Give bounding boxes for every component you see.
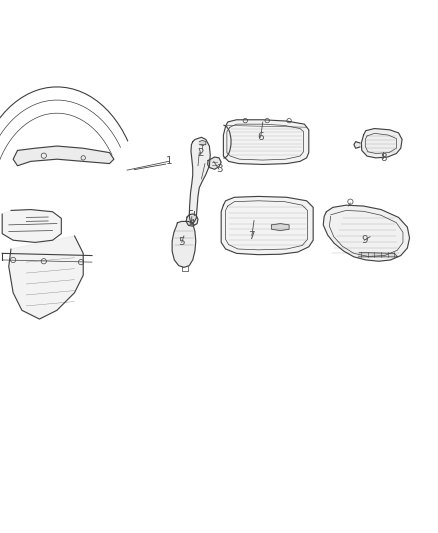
Polygon shape: [223, 120, 309, 165]
Text: 9: 9: [361, 235, 368, 245]
Polygon shape: [221, 197, 313, 255]
Text: 2: 2: [197, 149, 204, 158]
Text: 4: 4: [188, 219, 195, 229]
Polygon shape: [199, 140, 206, 145]
Polygon shape: [358, 253, 398, 257]
Text: 3: 3: [215, 164, 223, 174]
Polygon shape: [272, 223, 289, 231]
Polygon shape: [13, 146, 114, 166]
Polygon shape: [9, 236, 83, 319]
Polygon shape: [186, 214, 198, 226]
Polygon shape: [189, 138, 210, 223]
Polygon shape: [354, 142, 360, 148]
Polygon shape: [361, 128, 402, 158]
Text: 5: 5: [178, 237, 185, 247]
Text: 8: 8: [380, 153, 387, 163]
Text: 6: 6: [257, 132, 264, 142]
Polygon shape: [2, 209, 61, 243]
Text: 7: 7: [248, 231, 255, 241]
Polygon shape: [172, 221, 196, 268]
Polygon shape: [208, 157, 221, 169]
Text: 1: 1: [165, 156, 172, 166]
Polygon shape: [323, 205, 410, 261]
